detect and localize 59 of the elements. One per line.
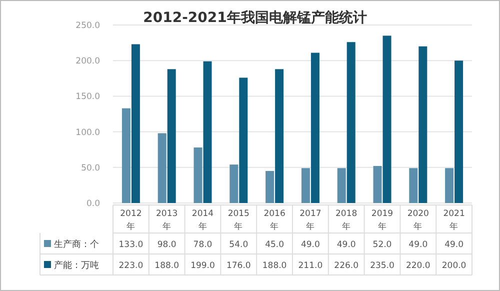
x-tick-label: 2013年 (156, 209, 178, 232)
data-label: 199.0 (190, 261, 215, 271)
data-label: 235.0 (370, 261, 394, 271)
bar (310, 52, 320, 203)
data-label: 49.0 (336, 240, 356, 250)
x-tick-label: 2014年 (192, 209, 214, 232)
data-label: 133.0 (118, 240, 144, 250)
legend-label: 生产商：个 (54, 239, 99, 250)
bar (418, 46, 428, 203)
bar (266, 170, 274, 203)
bar (373, 166, 382, 203)
data-label: 49.0 (300, 240, 320, 250)
bar (122, 108, 130, 203)
y-tick-label: 200.0 (76, 56, 100, 67)
bar (275, 69, 284, 203)
bar (382, 36, 392, 203)
y-tick-label: 250.0 (76, 21, 100, 31)
bar (346, 42, 356, 203)
data-label: 78.0 (193, 240, 212, 250)
y-tick-label: 0.0 (86, 199, 100, 209)
data-label: 49.0 (444, 240, 464, 250)
data-label: 98.0 (157, 240, 176, 250)
data-label: 176.0 (226, 261, 251, 271)
x-tick-label: 2020年 (407, 209, 429, 232)
data-label: 188.0 (262, 261, 287, 271)
data-label: 188.0 (154, 261, 180, 271)
data-label: 49.0 (408, 240, 428, 250)
y-tick-label: 150.0 (76, 92, 100, 102)
bar (301, 168, 310, 203)
data-label: 220.0 (406, 261, 430, 271)
data-label: 226.0 (334, 261, 359, 271)
bar (337, 168, 346, 203)
bar (445, 168, 454, 203)
chart-title: 2012-2021年我国电解锰产能统计 (143, 9, 367, 26)
bar (454, 60, 464, 203)
bar (194, 147, 202, 203)
y-tick-label: 50.0 (81, 163, 100, 174)
x-tick-label: 2016年 (264, 209, 286, 232)
bar (131, 44, 140, 203)
data-label: 52.0 (372, 240, 392, 250)
x-tick-label: 2021年 (443, 209, 465, 232)
bar (409, 168, 418, 203)
x-tick-label: 2018年 (336, 209, 358, 232)
legend-label: 产能：万吨 (54, 260, 99, 271)
x-tick-label: 2019年 (371, 209, 394, 232)
data-label: 200.0 (442, 261, 466, 271)
data-label: 54.0 (229, 240, 248, 250)
bar (239, 78, 248, 203)
data-label: 211.0 (298, 261, 323, 271)
bar (158, 133, 166, 203)
y-tick-label: 100.0 (76, 128, 100, 138)
bar (230, 164, 238, 203)
data-label: 223.0 (118, 261, 144, 271)
bar (167, 69, 176, 203)
x-tick-label: 2015年 (228, 209, 250, 232)
x-tick-label: 2012年 (120, 209, 142, 232)
x-tick-label: 2017年 (300, 209, 322, 232)
bar (203, 61, 212, 203)
data-label: 45.0 (265, 240, 284, 250)
